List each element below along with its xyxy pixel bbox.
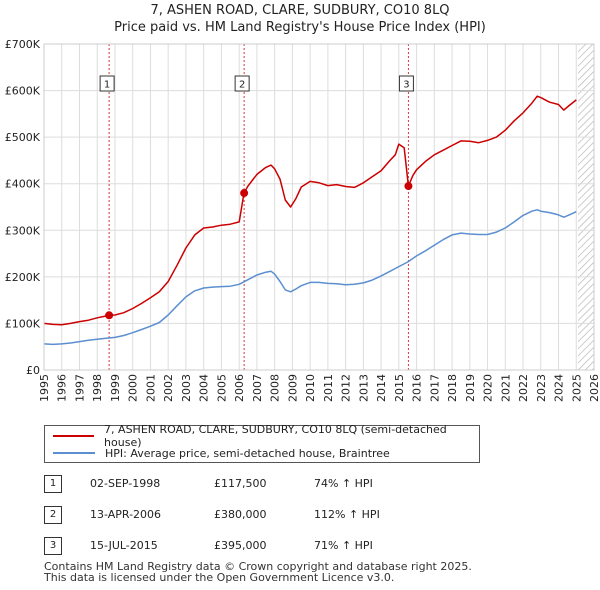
x-tick-label: 1999 xyxy=(109,374,122,402)
x-tick-label: 2012 xyxy=(340,374,353,402)
sale-row: 1 02-SEP-1998 £117,500 74% ↑ HPI xyxy=(44,475,464,493)
x-tick-label: 2023 xyxy=(535,374,548,402)
legend: 7, ASHEN ROAD, CLARE, SUDBURY, CO10 8LQ … xyxy=(44,423,480,463)
y-tick-label: £500K xyxy=(5,131,41,144)
x-tick-label: 2018 xyxy=(446,374,459,402)
x-tick-label: 1998 xyxy=(91,374,104,402)
sale-point xyxy=(240,189,249,198)
title: 7, ASHEN ROAD, CLARE, SUDBURY, CO10 8LQ xyxy=(150,3,450,18)
x-tick-label: 2009 xyxy=(286,374,299,402)
sale-label-text: 2 xyxy=(239,80,245,91)
x-tick-label: 1997 xyxy=(73,374,86,402)
y-tick-label: £300K xyxy=(5,224,41,237)
x-tick-label: 2000 xyxy=(127,374,140,402)
sale-row: 3 15-JUL-2015 £395,000 71% ↑ HPI xyxy=(44,537,464,555)
sale-date: 02-SEP-1998 xyxy=(90,477,161,490)
x-tick-label: 2026 xyxy=(588,374,600,402)
plot-frame xyxy=(43,43,595,371)
x-tick-label: 2016 xyxy=(411,374,424,402)
future-hatch-region xyxy=(578,44,594,370)
x-tick-label: 2021 xyxy=(499,374,512,402)
legend-item-hpi: HPI: Average price, semi-detached house,… xyxy=(53,445,390,461)
plot-background xyxy=(44,44,594,370)
sale-hpi-change: 74% ↑ HPI xyxy=(314,477,373,490)
sale-price: £380,000 xyxy=(214,508,267,521)
chart-area: 1 2 3 £0 £100K £200K £300K £400K £500K £600K £700K… xyxy=(5,38,600,402)
y-tick-label: £400K xyxy=(5,178,41,191)
x-tick-label: 1996 xyxy=(56,374,69,402)
sale-hpi-change: 112% ↑ HPI xyxy=(314,508,380,521)
sale-label-box xyxy=(99,75,115,92)
property-price-line xyxy=(44,95,577,326)
x-tick-label: 1995 xyxy=(38,374,51,402)
x-tick-label: 2010 xyxy=(304,374,317,402)
sale-label-box xyxy=(234,75,250,92)
x-tick-label: 2025 xyxy=(570,374,583,402)
footer-licence: This data is licensed under the Open Gov… xyxy=(44,571,395,584)
y-tick-label: £200K xyxy=(5,271,41,284)
sale-date: 15-JUL-2015 xyxy=(90,539,158,552)
x-tick-label: 2013 xyxy=(357,374,370,402)
footer: Contains HM Land Registry data © Crown c… xyxy=(44,561,472,583)
sale-label-box xyxy=(398,75,414,92)
sale-hpi-change: 71% ↑ HPI xyxy=(314,539,373,552)
sale-price: £117,500 xyxy=(214,477,267,490)
sale-label-text: 1 xyxy=(104,80,110,91)
x-tick-label: 2004 xyxy=(198,374,211,402)
y-tick-label: £700K xyxy=(5,38,41,51)
x-tick-label: 2006 xyxy=(233,374,246,402)
x-tick-label: 2003 xyxy=(180,374,193,402)
sale-date: 13-APR-2006 xyxy=(90,508,162,521)
sale-row: 2 13-APR-2006 £380,000 112% ↑ HPI xyxy=(44,506,464,524)
legend-label-hpi: HPI: Average price, semi-detached house,… xyxy=(105,446,390,460)
x-tick-label: 2019 xyxy=(464,374,477,402)
x-tick-label: 2024 xyxy=(553,374,566,402)
x-tick-label: 2002 xyxy=(162,374,175,402)
x-tick-label: 2015 xyxy=(393,374,406,402)
x-tick-label: 2011 xyxy=(322,374,335,402)
sale-badge: 2 xyxy=(44,506,62,524)
sale-point xyxy=(105,311,114,320)
x-tick-label: 2005 xyxy=(215,374,228,402)
sale-label-text: 3 xyxy=(403,80,409,91)
sale-price: £395,000 xyxy=(214,539,267,552)
chart-title: 7, ASHEN ROAD, CLARE, SUDBURY, CO10 8LQ … xyxy=(0,2,600,36)
legend-swatch-property xyxy=(53,435,95,437)
x-tick-label: 2007 xyxy=(251,374,264,402)
y-tick-label: £600K xyxy=(5,85,41,98)
sale-point xyxy=(404,182,413,191)
x-tick-label: 2008 xyxy=(269,374,282,402)
legend-item-property: 7, ASHEN ROAD, CLARE, SUDBURY, CO10 8LQ … xyxy=(53,423,479,449)
sale-badge: 1 xyxy=(44,475,62,493)
hpi-line xyxy=(44,209,577,346)
y-tick-label: £0 xyxy=(26,364,40,377)
x-tick-label: 2022 xyxy=(517,374,530,402)
subtitle: Price paid vs. HM Land Registry's House … xyxy=(114,20,486,35)
y-tick-label: £100K xyxy=(5,317,41,330)
legend-swatch-hpi xyxy=(53,452,95,454)
sale-badge: 3 xyxy=(44,537,62,555)
x-tick-label: 2020 xyxy=(482,374,495,402)
x-tick-label: 2017 xyxy=(428,374,441,402)
legend-label-property: 7, ASHEN ROAD, CLARE, SUDBURY, CO10 8LQ … xyxy=(104,423,447,449)
footer-copyright: Contains HM Land Registry data © Crown c… xyxy=(44,560,472,573)
x-tick-label: 2014 xyxy=(375,374,388,402)
x-tick-label: 2001 xyxy=(144,374,157,402)
